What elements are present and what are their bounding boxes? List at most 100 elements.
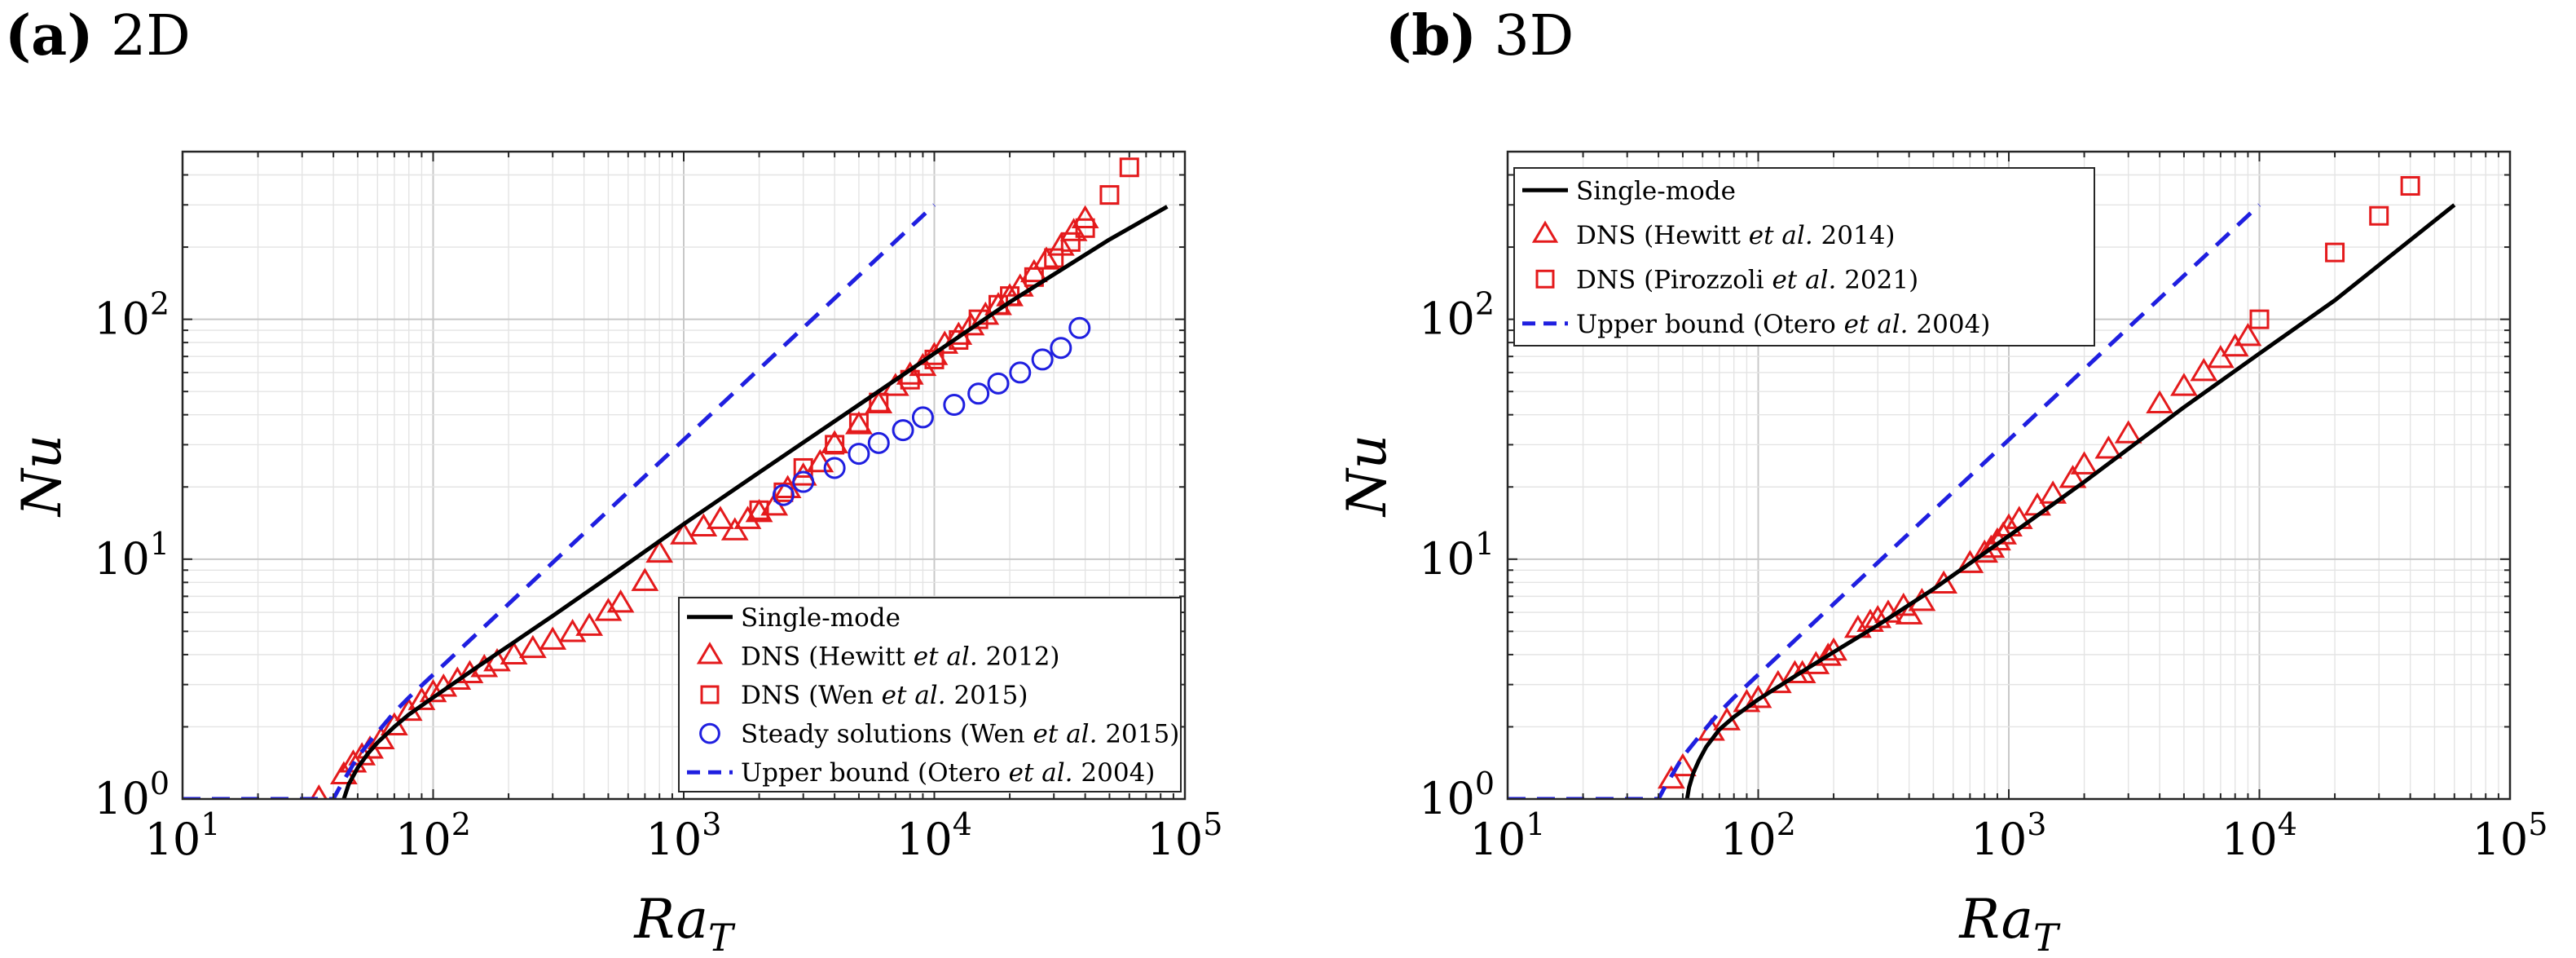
panel-a-label: (a) bbox=[5, 3, 94, 68]
legend-label-part: Single-mode bbox=[741, 603, 900, 633]
y-tick-label-base: 10 bbox=[94, 294, 150, 345]
data-point-circle bbox=[1050, 337, 1072, 360]
legend-label: DNS (Pirozzoli et al. 2021) bbox=[1576, 265, 1918, 294]
data-point-triangle bbox=[1046, 232, 1075, 256]
x-tick-label-exponent: 3 bbox=[2027, 806, 2046, 842]
legend-label-part: 2012) bbox=[978, 642, 1060, 671]
single-mode-line bbox=[341, 205, 1169, 799]
legend-entry: Upper bound (Otero et al. 2004) bbox=[1522, 310, 1990, 339]
legend-label-part: et al. bbox=[1844, 310, 1909, 339]
data-point-circle bbox=[943, 394, 966, 417]
data-point-triangle bbox=[1930, 570, 1958, 594]
data-point-triangle bbox=[606, 589, 635, 613]
data-point-triangle bbox=[707, 505, 734, 529]
legend-label-part: 2014) bbox=[1813, 221, 1896, 250]
data-point-triangle bbox=[2070, 451, 2098, 475]
data-point-square bbox=[1060, 232, 1081, 252]
data-point-circle bbox=[772, 483, 795, 506]
x-tick-label: 101 bbox=[1470, 806, 1546, 865]
x-axis-label: RaT bbox=[1958, 888, 2061, 958]
data-point-triangle bbox=[558, 619, 587, 642]
ticks bbox=[1507, 151, 2510, 800]
upper-bound-line bbox=[1508, 203, 2261, 799]
data-point-triangle bbox=[1657, 765, 1685, 789]
y-tick-label: 102 bbox=[1419, 286, 1495, 345]
legend-label-part: et al. bbox=[914, 642, 978, 671]
x-tick-label: 103 bbox=[1971, 806, 2047, 865]
legend-label-part: DNS (Pirozzoli bbox=[1576, 265, 1772, 294]
legend-label: Upper bound (Otero et al. 2004) bbox=[1576, 310, 1990, 339]
data-point-triangle bbox=[575, 612, 604, 636]
legend-label-part: et al. bbox=[1009, 758, 1073, 788]
panel-a-name: 2D bbox=[111, 4, 191, 68]
data-point-circle bbox=[867, 431, 890, 454]
legend-entry: Single-mode bbox=[687, 603, 900, 633]
legend-entry: Upper bound (Otero et al. 2004) bbox=[687, 758, 1155, 788]
data-point-circle bbox=[848, 443, 870, 466]
y-tick-label-base: 10 bbox=[94, 773, 150, 824]
data-point-square bbox=[1075, 218, 1095, 238]
ticks bbox=[182, 151, 1185, 800]
single-mode-line bbox=[1684, 203, 2456, 799]
x-tick-label: 104 bbox=[896, 806, 972, 865]
data-point-triangle bbox=[2114, 420, 2142, 444]
data-point-circle bbox=[892, 419, 914, 442]
x-tick-label-exponent: 2 bbox=[451, 806, 471, 842]
x-tick-label-exponent: 5 bbox=[2528, 806, 2547, 842]
upper-bound-line bbox=[183, 203, 936, 799]
legend-label-part: 2021) bbox=[1836, 265, 1918, 294]
data-point-square bbox=[1099, 185, 1120, 205]
data-point-square bbox=[825, 435, 845, 455]
data-point-triangle bbox=[670, 521, 698, 545]
panel-a-title: (a) 2D bbox=[5, 3, 191, 68]
x-tick-label: 102 bbox=[395, 806, 471, 865]
x-tick-label: 102 bbox=[1720, 806, 1796, 865]
legend-entry: DNS (Hewitt et al. 2012) bbox=[696, 642, 1060, 671]
data-point-triangle bbox=[2170, 373, 2198, 396]
x-tick-label-base: 10 bbox=[395, 814, 451, 865]
data-point-square bbox=[2249, 309, 2270, 329]
x-tick-label: 105 bbox=[1147, 806, 1223, 865]
data-point-circle bbox=[1009, 361, 1032, 384]
data-point-square bbox=[2400, 175, 2420, 196]
legend-marker-swatch bbox=[699, 722, 720, 744]
x-tick-label-base: 10 bbox=[646, 814, 702, 865]
data-point-triangle bbox=[2094, 435, 2123, 459]
data-point-circle bbox=[911, 406, 934, 429]
data-point-triangle bbox=[1071, 205, 1099, 229]
legend-label-part: Upper bound (Otero bbox=[1576, 310, 1844, 339]
data-point-triangle bbox=[845, 411, 873, 435]
data-point-triangle bbox=[773, 475, 802, 498]
legend-entry: DNS (Pirozzoli et al. 2021) bbox=[1535, 265, 1918, 294]
data-point-circle bbox=[792, 470, 815, 493]
legend-label-part: DNS (Hewitt bbox=[741, 642, 914, 671]
panel-b-title: (b) 3D bbox=[1385, 3, 1574, 68]
data-point-circle bbox=[967, 382, 990, 405]
y-tick-label-exponent: 2 bbox=[1475, 286, 1495, 322]
x-tick-label-exponent: 1 bbox=[1526, 806, 1545, 842]
y-tick-label: 100 bbox=[1419, 766, 1495, 824]
y-tick-label: 100 bbox=[94, 766, 170, 824]
y-tick-label-exponent: 2 bbox=[150, 286, 170, 322]
y-tick-label: 101 bbox=[1419, 526, 1495, 585]
legend-label-part: DNS (Hewitt bbox=[1576, 221, 1749, 250]
y-tick-label-base: 10 bbox=[94, 533, 150, 585]
data-point-square bbox=[1044, 248, 1064, 268]
data-point-square bbox=[1119, 157, 1139, 178]
panel-b-name: 3D bbox=[1494, 4, 1574, 68]
y-tick-label-base: 10 bbox=[1419, 533, 1475, 585]
y-axis-label: Nu bbox=[11, 435, 73, 518]
data-point-triangle bbox=[1033, 246, 1060, 270]
legend-label-part: et al. bbox=[1772, 265, 1836, 294]
x-tick-label-base: 10 bbox=[2473, 814, 2529, 865]
y-tick-label-exponent: 1 bbox=[150, 526, 170, 562]
legend-label: Steady solutions (Wen et al. 2015) bbox=[741, 720, 1179, 749]
data-point-triangle bbox=[1971, 539, 1999, 563]
data-point-square bbox=[848, 413, 869, 433]
legend-label: Upper bound (Otero et al. 2004) bbox=[741, 758, 1155, 788]
data-point-triangle bbox=[645, 539, 674, 563]
legend-entry: Steady solutions (Wen et al. 2015) bbox=[699, 720, 1179, 749]
legend-label-part: DNS (Wen bbox=[741, 681, 882, 710]
y-axis-label: Nu bbox=[1336, 435, 1398, 518]
